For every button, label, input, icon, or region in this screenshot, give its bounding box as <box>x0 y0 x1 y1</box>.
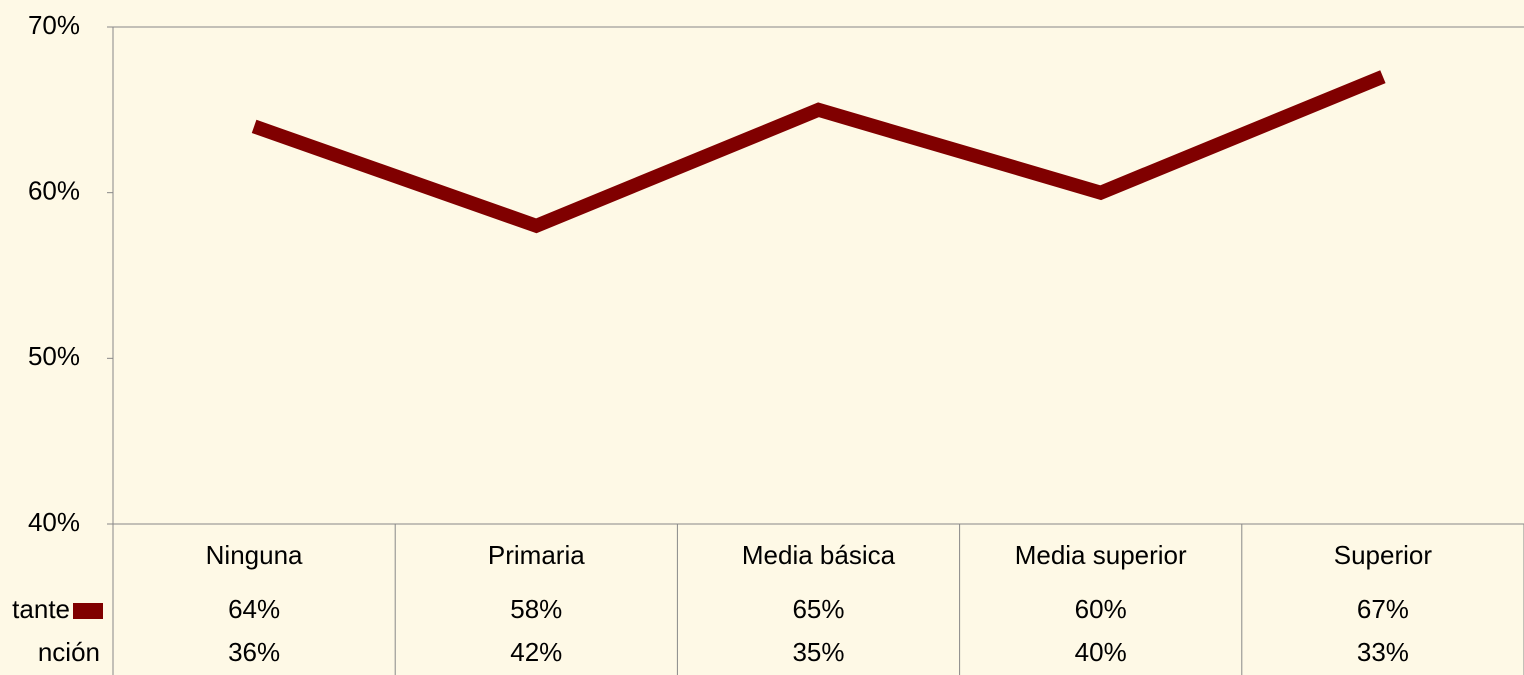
table-cell: 40% <box>1075 637 1127 667</box>
y-tick-label: 50% <box>28 341 80 371</box>
x-tick-label: Superior <box>1334 540 1433 570</box>
table-cell: 36% <box>228 637 280 667</box>
y-tick-label: 40% <box>28 507 80 537</box>
x-tick-label: Ninguna <box>206 540 303 570</box>
y-tick-label: 60% <box>28 176 80 206</box>
table-cell: 58% <box>510 594 562 624</box>
legend-label: nción <box>38 637 100 667</box>
table-cell: 65% <box>792 594 844 624</box>
legend-label: tante <box>12 594 70 624</box>
table-cell: 60% <box>1075 594 1127 624</box>
table-cell: 35% <box>792 637 844 667</box>
legend-key <box>73 603 103 619</box>
line <box>251 70 1386 234</box>
table-cell: 42% <box>510 637 562 667</box>
table-cell: 64% <box>228 594 280 624</box>
table-cell: 67% <box>1357 594 1409 624</box>
x-tick-label: Media superior <box>1015 540 1187 570</box>
x-tick-label: Media básica <box>742 540 896 570</box>
table-cell: 33% <box>1357 637 1409 667</box>
x-tick-label: Primaria <box>488 540 585 570</box>
y-tick-label: 70% <box>28 10 80 40</box>
